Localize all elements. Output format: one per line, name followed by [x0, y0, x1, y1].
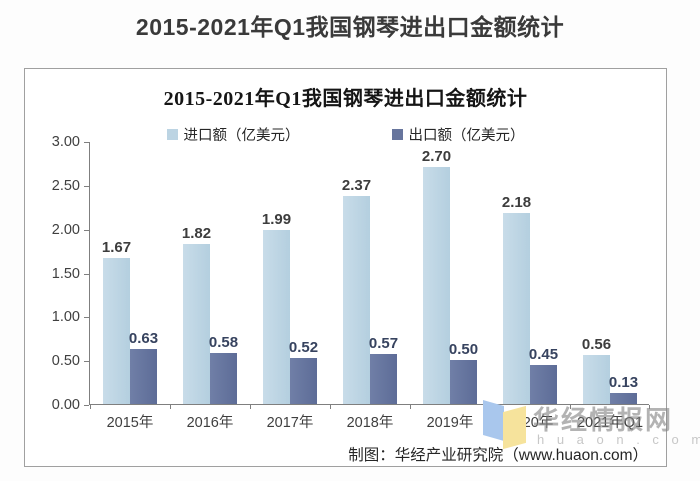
import-value-label: 1.82 — [181, 225, 212, 242]
y-axis-tick-mark — [84, 317, 89, 318]
y-axis-tick-mark — [84, 361, 89, 362]
export-value-label: 0.58 — [208, 334, 239, 351]
x-axis-tick-mark — [90, 405, 91, 409]
x-axis-tick-mark — [649, 405, 650, 409]
import-value-label: 2.18 — [501, 194, 532, 211]
export-value-label: 0.57 — [368, 335, 399, 352]
export-bar — [610, 393, 637, 404]
x-axis-label: 2016年 — [186, 415, 234, 431]
x-axis-tick-mark — [250, 405, 251, 409]
export-value-label: 0.13 — [608, 374, 639, 391]
import-bar — [423, 167, 450, 404]
legend-item-export: 出口额（亿美元） — [391, 124, 525, 145]
footer-credit: 制图：华经产业研究院（www.huaon.com） — [348, 447, 648, 464]
x-axis-label: 2021年Q1 — [576, 415, 644, 431]
import-swatch-icon — [166, 129, 178, 140]
y-axis-label: 1.50 — [51, 266, 80, 282]
import-bar — [103, 258, 130, 404]
export-swatch-icon — [391, 129, 403, 140]
logo-right-page — [503, 405, 526, 450]
import-bar — [263, 230, 290, 404]
logo-left-page — [483, 399, 504, 442]
import-value-label: 1.99 — [261, 211, 292, 228]
y-axis-label: 1.00 — [51, 309, 80, 325]
y-axis-label: 2.50 — [51, 178, 80, 194]
chart-legend: 进口额（亿美元） 出口额（亿美元） — [25, 124, 666, 145]
import-value-label: 2.70 — [421, 148, 452, 165]
chart-title: 2015-2021年Q1我国钢琴进出口金额统计 — [163, 88, 528, 110]
y-axis-tick-mark — [84, 186, 89, 187]
import-bar — [503, 213, 530, 404]
watermark-brand-text: 华经情报网 — [533, 405, 674, 435]
watermark-domain-text: h u a o n . c o m — [537, 432, 700, 447]
page-title: 2015-2021年Q1我国钢琴进出口金额统计 — [135, 14, 565, 40]
chart-card: 2015-2021年Q1我国钢琴进出口金额统计 进口额（亿美元） 出口额（亿美元… — [24, 68, 700, 467]
y-axis-label: 3.00 — [51, 134, 80, 150]
export-value-label: 0.50 — [448, 341, 479, 358]
y-axis-label: 2.00 — [51, 222, 80, 238]
import-value-label: 2.37 — [341, 177, 372, 194]
import-bar — [183, 244, 210, 404]
import-value-label: 0.56 — [581, 336, 612, 353]
x-axis-tick-mark — [330, 405, 331, 409]
legend-label-export: 出口额（亿美元） — [408, 128, 525, 144]
export-bar — [130, 349, 157, 404]
import-value-label: 1.67 — [101, 239, 132, 256]
y-axis-tick-mark — [84, 142, 89, 143]
legend-label-import: 进口额（亿美元） — [183, 128, 300, 144]
y-axis-tick-mark — [84, 405, 89, 406]
export-bar — [370, 354, 397, 404]
export-bar — [210, 353, 237, 404]
export-bar — [530, 365, 557, 404]
y-axis-label: 0.50 — [51, 353, 80, 369]
x-axis-label: 2017年 — [266, 415, 314, 431]
export-bar — [290, 358, 317, 404]
import-bar — [583, 355, 610, 404]
y-axis-tick-mark — [84, 230, 89, 231]
export-value-label: 0.52 — [288, 339, 319, 356]
export-value-label: 0.45 — [528, 346, 559, 363]
x-axis-tick-mark — [410, 405, 411, 409]
huaon-logo-icon — [482, 399, 528, 450]
x-axis-tick-mark — [570, 405, 571, 409]
x-axis-label: 2019年 — [426, 415, 474, 431]
y-axis-tick-mark — [84, 274, 89, 275]
x-axis-label: 2018年 — [346, 415, 394, 431]
legend-item-import: 进口额（亿美元） — [166, 124, 300, 145]
x-axis-tick-mark — [170, 405, 171, 409]
x-axis-label: 2015年 — [106, 415, 154, 431]
plot-area: 0.00 0.50 1.00 1.50 2.00 2.50 3.00 1.67 0.63 2015… — [52, 134, 650, 431]
export-value-label: 0.63 — [128, 330, 159, 347]
import-bar — [343, 196, 370, 404]
export-bar — [450, 360, 477, 404]
y-axis-label: 0.00 — [51, 397, 80, 413]
